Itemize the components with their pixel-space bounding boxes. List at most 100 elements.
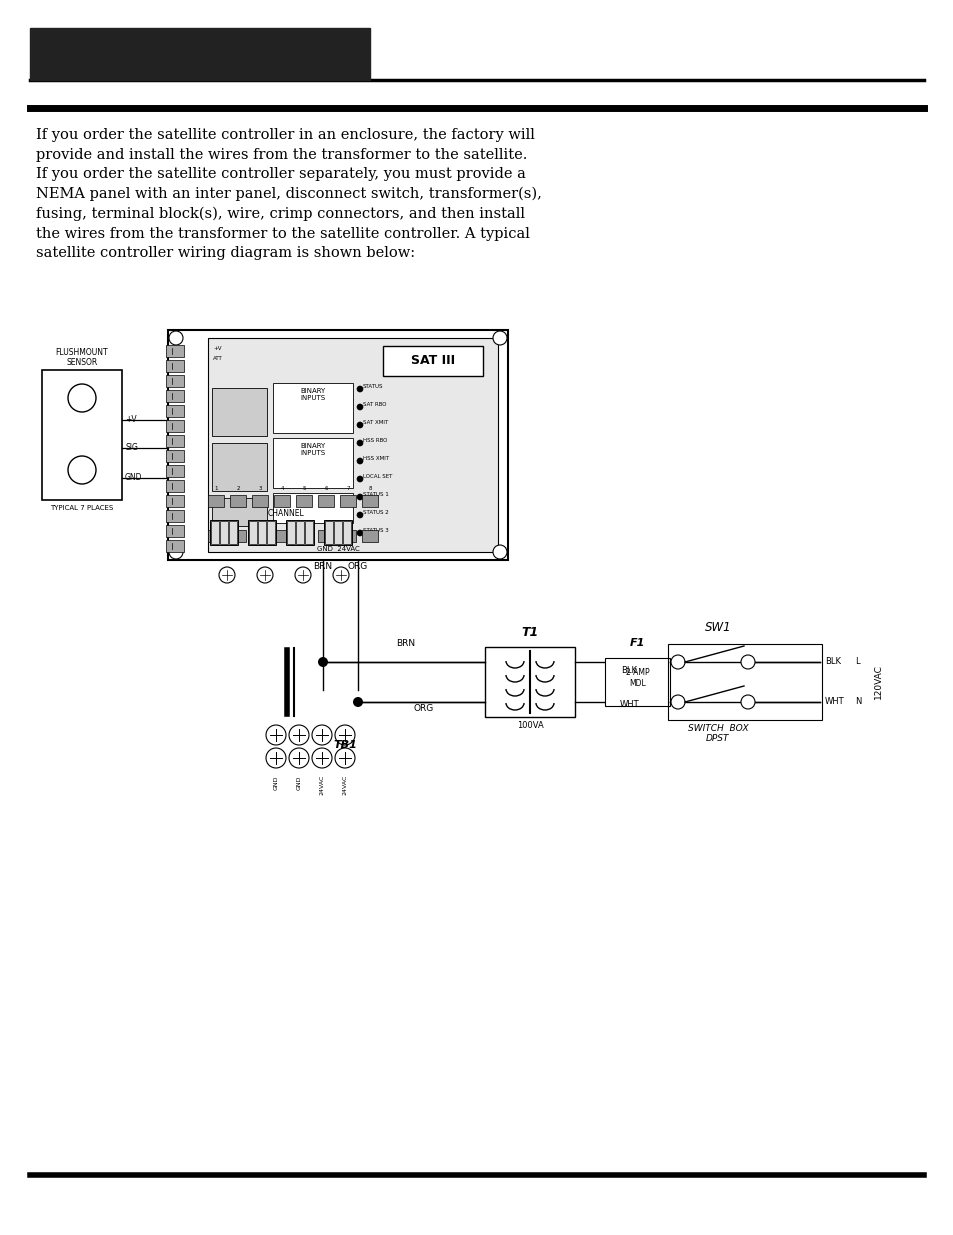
Bar [230, 495, 246, 508]
Bar [166, 450, 184, 462]
Bar [286, 520, 314, 545]
Text: If you order the satellite controller in an enclosure, the factory will
provide : If you order the satellite controller in… [36, 128, 541, 261]
Circle shape [335, 748, 355, 768]
Bar [166, 510, 184, 522]
Bar [166, 495, 184, 508]
Text: T1: T1 [521, 626, 538, 638]
Circle shape [740, 695, 754, 709]
Bar [257, 521, 266, 543]
Text: TB1: TB1 [333, 740, 356, 750]
Text: CHANNEL: CHANNEL [268, 509, 304, 517]
Circle shape [356, 404, 363, 410]
Text: HSS RBO: HSS RBO [363, 437, 387, 442]
Bar [210, 520, 237, 545]
Circle shape [356, 494, 363, 500]
Circle shape [266, 725, 286, 745]
Bar [317, 495, 334, 508]
Bar [42, 370, 122, 500]
Bar [208, 495, 224, 508]
Bar [273, 438, 353, 488]
Text: STATUS: STATUS [363, 384, 383, 389]
Text: BRN: BRN [314, 562, 333, 571]
Bar [229, 521, 236, 543]
Bar [274, 495, 290, 508]
Circle shape [356, 513, 363, 517]
Circle shape [493, 545, 506, 559]
Text: 8: 8 [368, 487, 372, 492]
Circle shape [493, 331, 506, 345]
Bar [361, 530, 377, 542]
Bar [166, 420, 184, 432]
Bar [230, 530, 246, 542]
Bar [274, 530, 290, 542]
Circle shape [68, 456, 96, 484]
Bar [252, 530, 268, 542]
Bar [252, 495, 268, 508]
Text: BINARY
INPUTS: BINARY INPUTS [300, 388, 325, 401]
Circle shape [740, 655, 754, 669]
Text: 3: 3 [258, 487, 261, 492]
Bar [317, 530, 334, 542]
Text: N: N [854, 698, 861, 706]
Text: 120VAC: 120VAC [873, 664, 882, 699]
Circle shape [169, 545, 183, 559]
Text: +V: +V [125, 415, 136, 425]
Text: 4: 4 [280, 487, 283, 492]
Bar [220, 521, 228, 543]
Bar [166, 390, 184, 403]
Circle shape [333, 567, 349, 583]
Text: GND: GND [274, 776, 278, 789]
Text: 24VAC: 24VAC [342, 776, 347, 795]
Text: HSS XMIT: HSS XMIT [363, 456, 389, 461]
Text: WHT: WHT [824, 698, 843, 706]
Text: +V: +V [213, 346, 221, 351]
Bar [166, 375, 184, 387]
Circle shape [356, 422, 363, 429]
Circle shape [294, 567, 311, 583]
Bar [343, 521, 351, 543]
Bar [361, 495, 377, 508]
Text: SWITCH  BOX
DPST: SWITCH BOX DPST [687, 724, 747, 743]
Text: SIG: SIG [125, 443, 138, 452]
Text: 24VAC: 24VAC [319, 776, 324, 795]
Text: WHT: WHT [619, 700, 639, 709]
Circle shape [256, 567, 273, 583]
Bar [166, 435, 184, 447]
Bar [325, 521, 333, 543]
Bar [273, 493, 353, 522]
Text: ORG: ORG [414, 704, 434, 713]
Text: 100VA: 100VA [517, 721, 543, 730]
Text: GND: GND [125, 473, 142, 483]
Bar [382, 346, 482, 375]
Bar [166, 345, 184, 357]
Text: TYPICAL 7 PLACES: TYPICAL 7 PLACES [51, 505, 113, 511]
Bar [166, 466, 184, 477]
Bar [249, 521, 256, 543]
Bar [166, 359, 184, 372]
Bar [604, 658, 669, 706]
Text: STATUS 1: STATUS 1 [363, 492, 388, 496]
Text: LOCAL SET: LOCAL SET [363, 473, 392, 478]
Text: 2 AMP
MDL: 2 AMP MDL [625, 668, 649, 688]
Circle shape [356, 387, 363, 391]
Bar [248, 520, 275, 545]
Bar [30, 28, 370, 80]
Text: ORG: ORG [348, 562, 368, 571]
Text: STATUS 3: STATUS 3 [363, 527, 388, 532]
Bar [166, 405, 184, 417]
Text: 6: 6 [324, 487, 328, 492]
Bar [212, 443, 267, 492]
Circle shape [356, 440, 363, 446]
Bar [166, 540, 184, 552]
Bar [267, 521, 274, 543]
Circle shape [317, 657, 328, 667]
Circle shape [219, 567, 234, 583]
Bar [324, 520, 352, 545]
Bar [339, 530, 355, 542]
Text: 7: 7 [346, 487, 350, 492]
Bar [166, 525, 184, 537]
Circle shape [289, 748, 309, 768]
Text: BRN: BRN [396, 638, 416, 648]
Circle shape [312, 725, 332, 745]
Text: BLK: BLK [620, 666, 637, 676]
